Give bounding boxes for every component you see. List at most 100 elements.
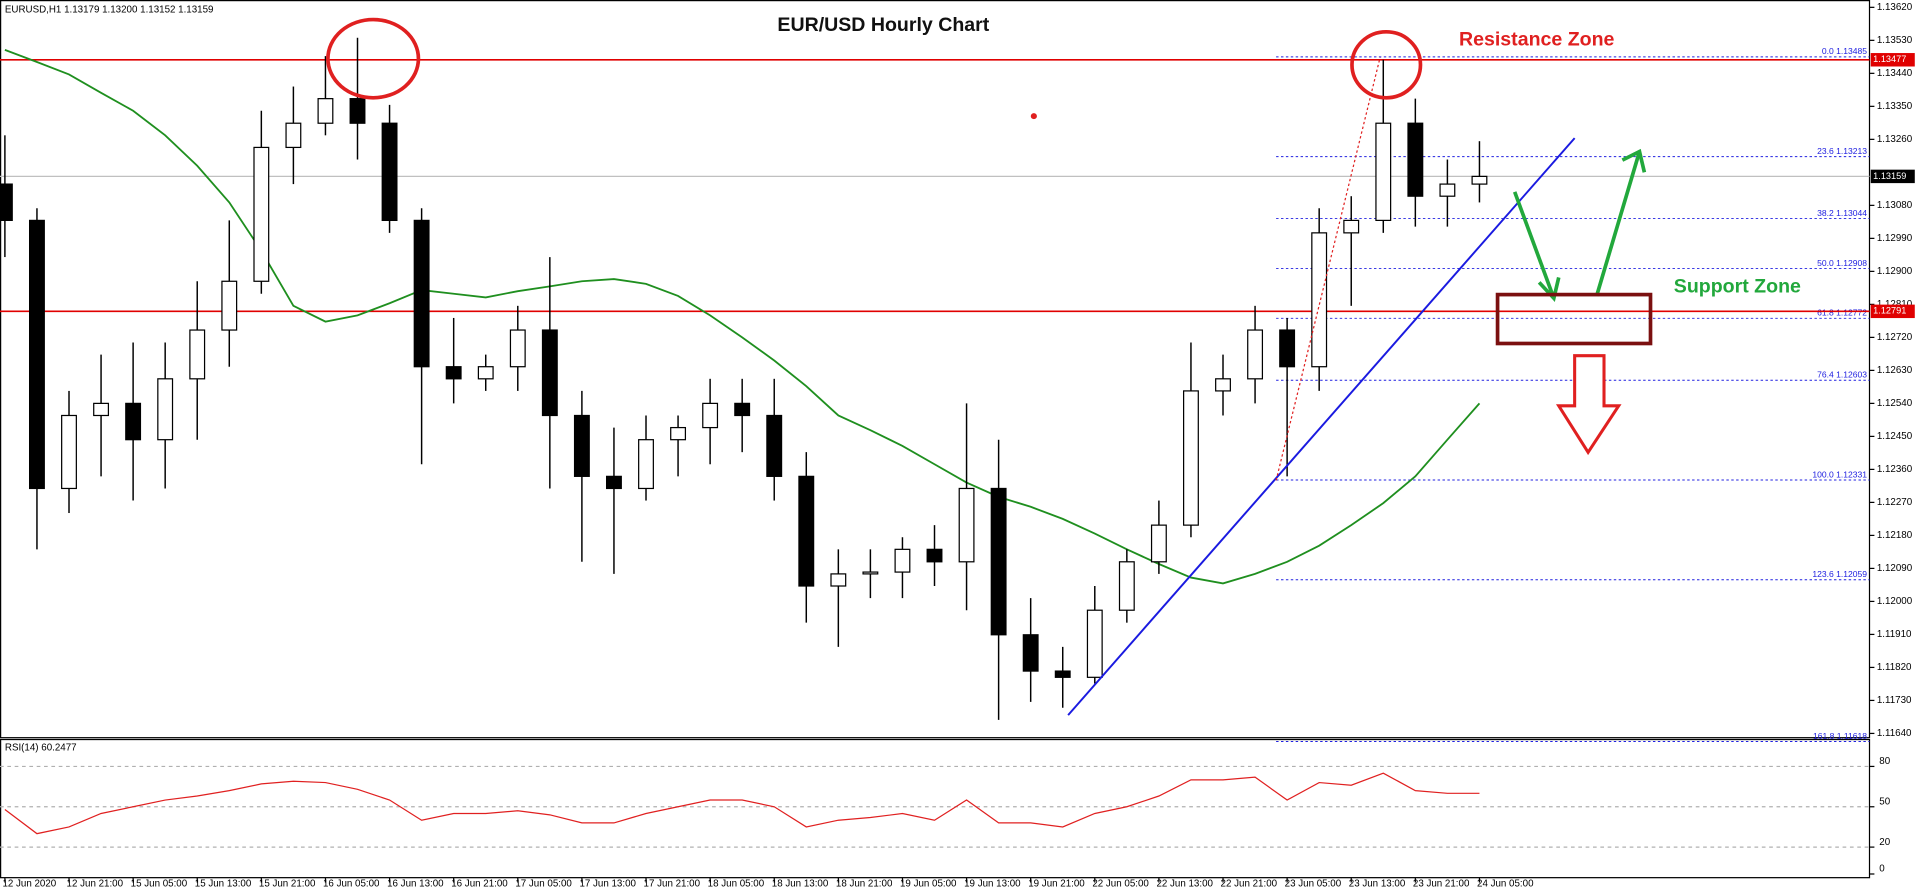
candle-body xyxy=(93,402,110,417)
x-tick-label: 18 Jun 21:00 xyxy=(836,878,893,889)
fib-label: 50.0 1.12908 xyxy=(1817,258,1867,268)
y-tick-label: 0 xyxy=(1879,864,1885,875)
y-tick-label: 50 xyxy=(1879,796,1890,807)
candle-body xyxy=(1375,122,1392,222)
x-tick-label: 16 Jun 13:00 xyxy=(387,878,444,889)
y-tick-label: 1.12180 xyxy=(1877,530,1913,541)
fib-label: 38.2 1.13044 xyxy=(1817,208,1867,218)
arrow-up-leg xyxy=(1594,151,1642,297)
x-tick-label: 23 Jun 21:00 xyxy=(1413,878,1470,889)
resistance-circle xyxy=(326,17,421,100)
arrow-down-leg xyxy=(1512,191,1556,299)
y-tick-label: 1.12540 xyxy=(1877,398,1913,409)
price-tag-label: 1.13159 xyxy=(1873,171,1906,181)
x-tick-label: 18 Jun 05:00 xyxy=(708,878,765,889)
candle-body xyxy=(605,475,622,490)
support-box xyxy=(1495,292,1653,346)
candle-body xyxy=(445,366,462,380)
candle-body xyxy=(157,378,174,441)
y-tick-label: 1.13080 xyxy=(1877,200,1913,211)
x-tick-label: 15 Jun 13:00 xyxy=(195,878,252,889)
marks-layer: 1.13477 1.12791 1.13159 xyxy=(0,37,1915,835)
candle-body xyxy=(381,122,398,222)
candle-body xyxy=(1086,609,1103,678)
price-tag xyxy=(1870,53,1915,67)
arrow-head xyxy=(1537,277,1561,303)
y-tick-label: 1.12720 xyxy=(1877,332,1913,343)
candle-body xyxy=(1054,670,1071,678)
candle-body xyxy=(1183,390,1199,526)
price-tag-label: 1.13477 xyxy=(1873,54,1906,64)
candle-body xyxy=(189,329,206,380)
x-tick-label: 22 Jun 21:00 xyxy=(1221,878,1278,889)
candle-body xyxy=(1247,329,1264,380)
y-tick-label: 80 xyxy=(1879,756,1890,767)
x-tick-label: 22 Jun 05:00 xyxy=(1092,878,1149,889)
candle-body xyxy=(1311,232,1328,368)
candle-body xyxy=(702,402,719,429)
candle-body xyxy=(541,329,558,417)
symbol-header: EURUSD,H1 1.13179 1.13200 1.13152 1.1315… xyxy=(5,4,214,15)
x-tick-label: 17 Jun 05:00 xyxy=(515,878,572,889)
candle-body xyxy=(734,402,751,417)
candle-body xyxy=(958,487,975,563)
y-tick-label: 1.12360 xyxy=(1877,464,1913,475)
x-tick-label: 19 Jun 05:00 xyxy=(900,878,957,889)
candle-body xyxy=(285,122,302,149)
y-tick-label: 20 xyxy=(1879,837,1890,848)
y-tick-label: 1.12090 xyxy=(1877,563,1913,574)
candle-body xyxy=(638,439,654,490)
y-tick-label: 1.11820 xyxy=(1877,662,1912,673)
x-tick-label: 16 Jun 05:00 xyxy=(323,878,380,889)
fib-label: 23.6 1.13213 xyxy=(1817,146,1867,156)
candle-body xyxy=(28,219,45,490)
rsi-title: RSI(14) 60.2477 xyxy=(5,743,77,754)
y-tick-label: 1.12900 xyxy=(1877,266,1913,277)
candle-body xyxy=(862,571,879,575)
candle-body xyxy=(317,98,334,124)
y-tick-label: 1.13530 xyxy=(1877,35,1913,46)
x-tick-label: 24 Jun 05:00 xyxy=(1477,878,1534,889)
rsi-line xyxy=(4,772,1480,835)
candle-body xyxy=(1215,378,1231,392)
x-tick-label: 23 Jun 13:00 xyxy=(1349,878,1406,889)
y-tick-label: 1.13620 xyxy=(1877,2,1913,13)
x-tick-label: 17 Jun 21:00 xyxy=(644,878,701,889)
candle-body xyxy=(830,573,847,587)
candle-body xyxy=(221,280,238,331)
fib-label: 0.0 1.13485 xyxy=(1822,46,1867,56)
x-tick-label: 15 Jun 21:00 xyxy=(259,878,316,889)
y-tick-label: 1.12000 xyxy=(1877,596,1913,607)
y-tick-label: 1.13350 xyxy=(1877,101,1913,112)
y-tick-label: 1.12810 xyxy=(1877,299,1913,310)
plot-frame xyxy=(0,0,1871,739)
moving-average xyxy=(4,49,1481,585)
price-tag xyxy=(1870,169,1915,184)
annotation-layer: EUR/USD Hourly Chart Resistance Zone Sup… xyxy=(5,4,1801,753)
candle-body xyxy=(990,487,1007,636)
fib-label: 123.6 1.12059 xyxy=(1812,569,1867,579)
candle-body xyxy=(1150,524,1167,563)
x-tick-label: 19 Jun 13:00 xyxy=(964,878,1021,889)
y-tick-label: 1.11640 xyxy=(1877,728,1912,739)
x-tick-label: 17 Jun 13:00 xyxy=(579,878,636,889)
candle-body xyxy=(1118,561,1135,611)
x-tick-label: 19 Jun 21:00 xyxy=(1028,878,1085,889)
x-tick-label: 15 Jun 05:00 xyxy=(131,878,188,889)
resistance-circle xyxy=(1350,29,1423,100)
x-tick-label: 12 Jun 2020 xyxy=(2,878,56,889)
candle-body xyxy=(413,219,430,368)
y-tick-label: 1.12450 xyxy=(1877,431,1913,442)
candle-body xyxy=(349,98,366,124)
y-tick-label: 1.13260 xyxy=(1877,134,1913,145)
candle-body xyxy=(573,414,590,477)
candle-body xyxy=(1407,122,1424,197)
chart-title: EUR/USD Hourly Chart xyxy=(777,14,989,36)
arrow-head xyxy=(1621,148,1647,173)
candle-body xyxy=(253,146,270,282)
y-tick-label: 1.12270 xyxy=(1877,497,1913,508)
